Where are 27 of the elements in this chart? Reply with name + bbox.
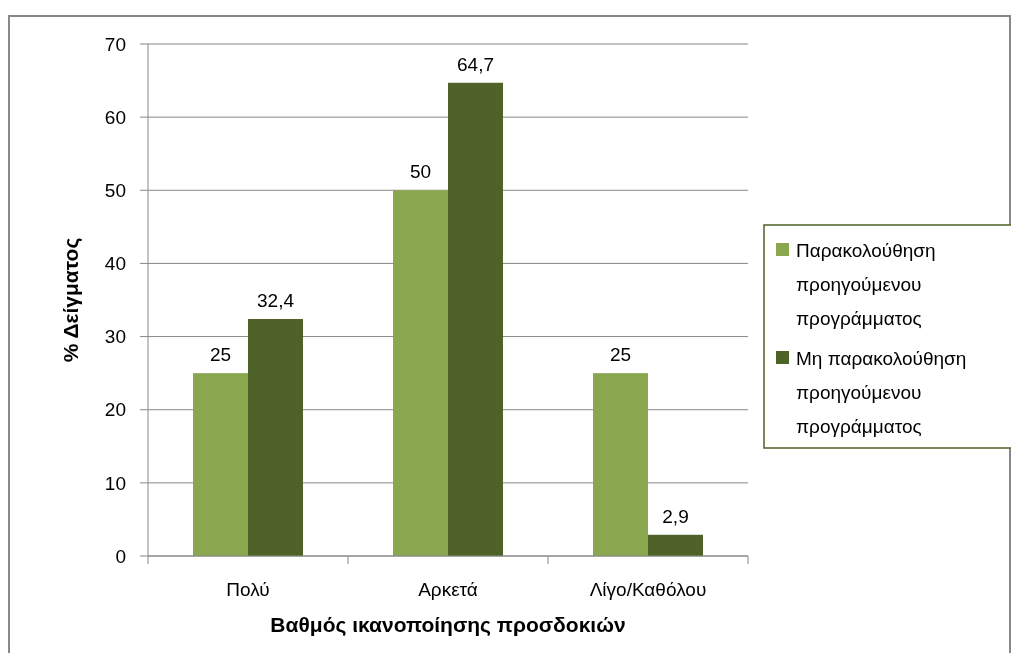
y-tick-label: 20 <box>104 399 126 421</box>
y-axis-title: % Δείγματος <box>59 237 83 363</box>
x-tick-label: Αρκετά <box>418 579 478 600</box>
y-tick-label: 60 <box>104 106 126 128</box>
x-tick-label: Πολύ <box>226 579 270 600</box>
bar <box>448 82 503 556</box>
x-tick-label: Λίγο/Καθόλου <box>589 579 707 600</box>
bar <box>193 373 248 556</box>
data-label: 50 <box>409 161 432 183</box>
y-tick-label: 10 <box>104 472 126 494</box>
y-tick-label: 70 <box>104 33 126 55</box>
legend-label: Παρακολούθηση προηγούμενου προγράμματος <box>796 239 936 329</box>
data-label: 25 <box>609 344 632 366</box>
data-label: 2,9 <box>662 505 689 527</box>
y-tick-label: 0 <box>115 545 126 567</box>
legend-label: Μη παρακολούθηση προηγούμενου προγράμματος <box>796 347 967 437</box>
bar <box>393 190 448 556</box>
bar <box>593 373 648 556</box>
data-label: 25 <box>209 344 232 366</box>
data-label: 32,4 <box>257 290 295 312</box>
y-tick-label: 30 <box>104 326 126 348</box>
data-label: 64,7 <box>457 53 494 75</box>
y-tick-label: 50 <box>104 179 126 201</box>
x-axis-title: Βαθμός ικανοποίησης προσδοκιών <box>270 613 626 637</box>
bar <box>648 534 703 556</box>
bar <box>248 319 303 556</box>
y-tick-label: 40 <box>104 253 126 275</box>
